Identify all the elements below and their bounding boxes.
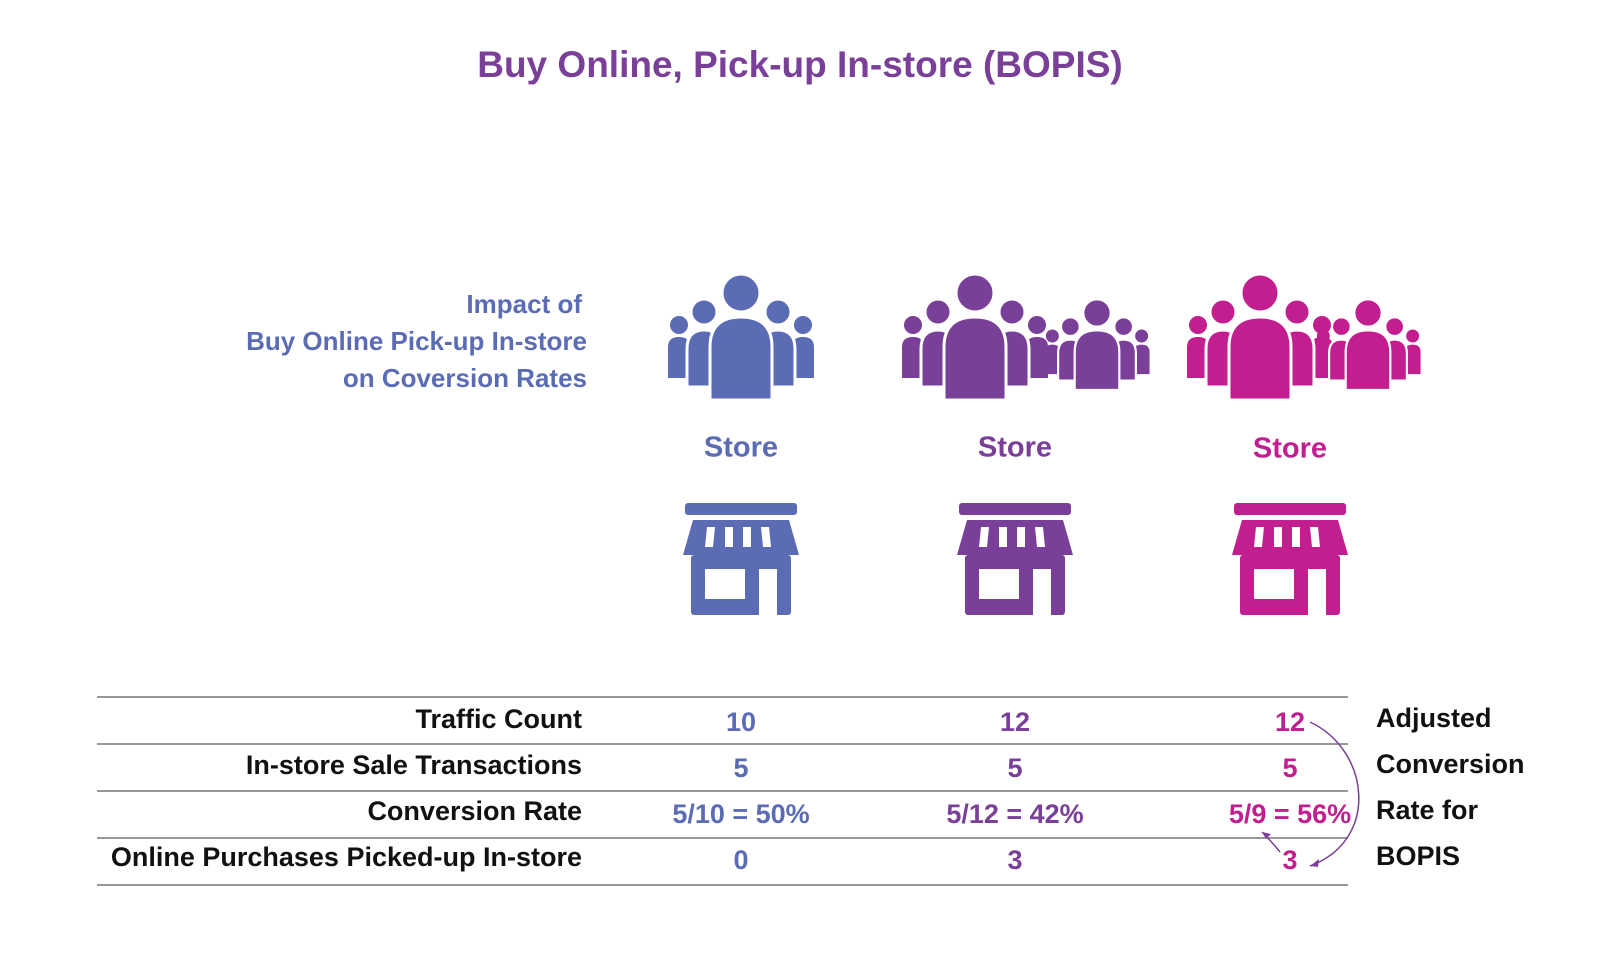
table-cell: 0: [733, 845, 748, 875]
row-label: In-store Sale Transactions: [246, 750, 582, 780]
note-line: Adjusted: [1376, 703, 1492, 733]
arrow: [1309, 721, 1360, 867]
table-cell: 5: [733, 753, 748, 783]
row-label: Traffic Count: [416, 704, 583, 734]
table-cell: 5/9 = 56%: [1229, 799, 1351, 829]
table-cell: 3: [1282, 845, 1297, 875]
row-label: Conversion Rate: [367, 796, 582, 826]
store-label: Store: [704, 432, 778, 464]
note-line: Rate for: [1376, 795, 1479, 825]
arrowhead: [1262, 832, 1271, 839]
table-cell: 3: [1007, 845, 1022, 875]
subtitle-line: Impact of: [466, 289, 582, 319]
table: Traffic Count In-store Sale Transactions C…: [97, 696, 1351, 886]
people-icon: [666, 272, 816, 402]
people-icon: [1314, 298, 1422, 392]
store-icon: [957, 503, 1073, 615]
table-cell: 10: [726, 707, 756, 737]
title: Buy Online, Pick-up In-store (BOPIS): [477, 44, 1123, 85]
note-line: BOPIS: [1376, 841, 1460, 871]
note-line: Conversion: [1376, 749, 1525, 779]
store-icon: [1232, 503, 1348, 615]
table-cell: 5/12 = 42%: [946, 799, 1083, 829]
store-label: Store: [1253, 433, 1327, 465]
subtitle-line: Buy Online Pick-up In-store: [246, 326, 587, 356]
subtitle-line: on Coversion Rates: [343, 363, 587, 393]
store-label: Store: [978, 432, 1052, 464]
table-cell: 5: [1282, 753, 1297, 783]
table-cell: 5: [1007, 753, 1022, 783]
table-cell: 12: [1000, 707, 1030, 737]
store-icon: [683, 503, 799, 615]
people-icon: [900, 272, 1050, 402]
table-cell: 12: [1275, 707, 1305, 737]
people-icon: [1043, 298, 1151, 392]
row-label: Online Purchases Picked-up In-store: [111, 842, 582, 872]
arrowhead: [1310, 859, 1319, 867]
table-cell: 5/10 = 50%: [672, 799, 809, 829]
people-icon: [1185, 272, 1335, 402]
